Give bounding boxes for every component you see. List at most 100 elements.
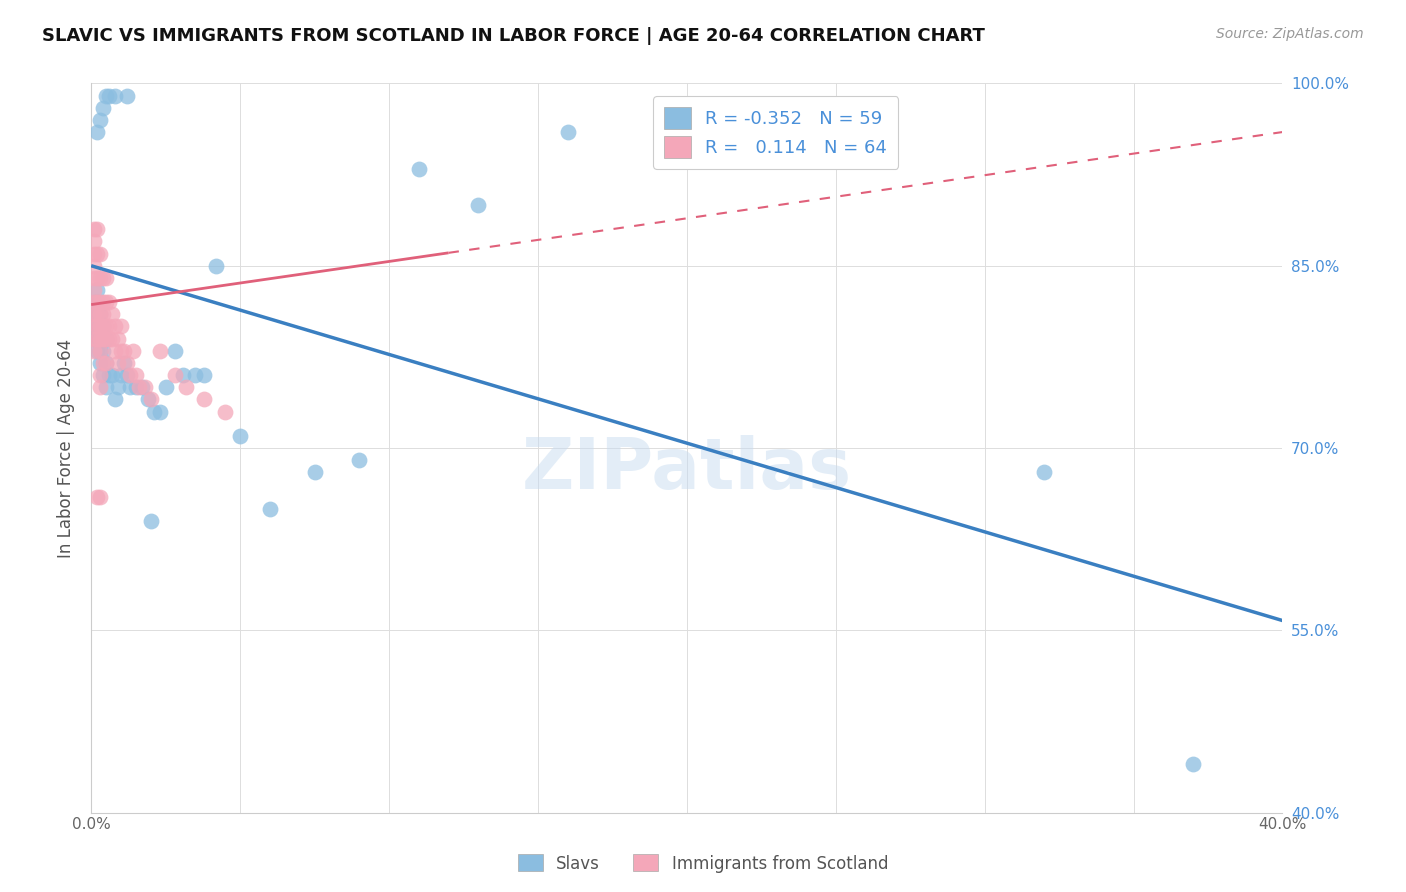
Point (101, 307, 124, 321)
Point (89, 307, 111, 321)
Point (89, 343, 111, 358)
Point (94, 332, 117, 346)
Point (134, 380, 156, 394)
Point (118, 368, 141, 382)
Point (149, 343, 172, 358)
Point (83, 222, 105, 236)
Point (89, 368, 111, 382)
Point (86, 343, 108, 358)
Point (121, 343, 143, 358)
Point (163, 343, 186, 358)
Point (86, 283, 108, 297)
Point (91, 319, 114, 334)
Point (89, 112, 111, 127)
Point (86, 271, 108, 285)
Point (104, 319, 127, 334)
Point (91, 356, 114, 370)
Point (86, 319, 108, 334)
Point (94, 356, 117, 370)
Point (193, 368, 215, 382)
Point (139, 392, 162, 407)
Point (83, 332, 105, 346)
Point (83, 283, 105, 297)
Point (94, 332, 117, 346)
Point (86, 490, 108, 504)
Point (83, 259, 105, 273)
Point (86, 222, 108, 236)
Point (128, 380, 150, 394)
Point (89, 356, 111, 370)
Point (304, 465, 326, 479)
Point (125, 368, 148, 382)
Point (104, 88, 127, 103)
Point (94, 319, 117, 334)
Point (136, 392, 159, 407)
Point (1033, 465, 1056, 479)
Point (83, 295, 105, 310)
Point (104, 343, 127, 358)
Point (86, 332, 108, 346)
Point (101, 332, 124, 346)
Point (408, 161, 430, 176)
Point (118, 380, 141, 394)
Point (91, 295, 114, 310)
Point (467, 198, 489, 212)
Point (107, 380, 129, 394)
Point (91, 368, 114, 382)
Point (110, 368, 132, 382)
Legend: R = -0.352   N = 59, R =   0.114   N = 64: R = -0.352 N = 59, R = 0.114 N = 64 (654, 96, 898, 169)
Point (83, 307, 105, 321)
Point (172, 368, 194, 382)
Point (94, 271, 117, 285)
Point (86, 319, 108, 334)
Point (98, 319, 121, 334)
Point (89, 307, 111, 321)
Point (89, 319, 111, 334)
Point (98, 295, 121, 310)
Point (83, 235, 105, 249)
Point (91, 332, 114, 346)
Point (115, 356, 138, 370)
Point (89, 295, 111, 310)
Point (83, 319, 105, 334)
Point (205, 259, 228, 273)
Point (86, 295, 108, 310)
Point (104, 392, 127, 407)
Point (89, 332, 111, 346)
Point (91, 101, 114, 115)
Point (89, 343, 111, 358)
Point (824, 101, 846, 115)
Point (86, 307, 108, 321)
Point (214, 404, 236, 418)
Point (675, 112, 697, 127)
Point (83, 246, 105, 260)
Point (110, 343, 132, 358)
Point (149, 404, 172, 418)
Point (91, 319, 114, 334)
Point (86, 295, 108, 310)
Point (89, 271, 111, 285)
Point (94, 295, 117, 310)
Point (94, 380, 117, 394)
Point (229, 429, 252, 443)
Text: SLAVIC VS IMMIGRANTS FROM SCOTLAND IN LABOR FORCE | AGE 20-64 CORRELATION CHART: SLAVIC VS IMMIGRANTS FROM SCOTLAND IN LA… (42, 27, 986, 45)
Point (89, 380, 111, 394)
Point (98, 88, 121, 103)
Y-axis label: In Labor Force | Age 20-64: In Labor Force | Age 20-64 (58, 338, 75, 558)
Text: ZIPatlas: ZIPatlas (522, 435, 852, 504)
Point (89, 332, 111, 346)
Point (86, 307, 108, 321)
Point (98, 332, 121, 346)
Point (89, 490, 111, 504)
Point (94, 356, 117, 370)
Point (89, 319, 111, 334)
Point (184, 368, 207, 382)
Point (139, 514, 162, 528)
Point (557, 125, 579, 139)
Point (112, 343, 135, 358)
Point (91, 271, 114, 285)
Point (101, 368, 124, 382)
Point (1182, 756, 1205, 771)
Point (115, 88, 138, 103)
Point (110, 319, 132, 334)
